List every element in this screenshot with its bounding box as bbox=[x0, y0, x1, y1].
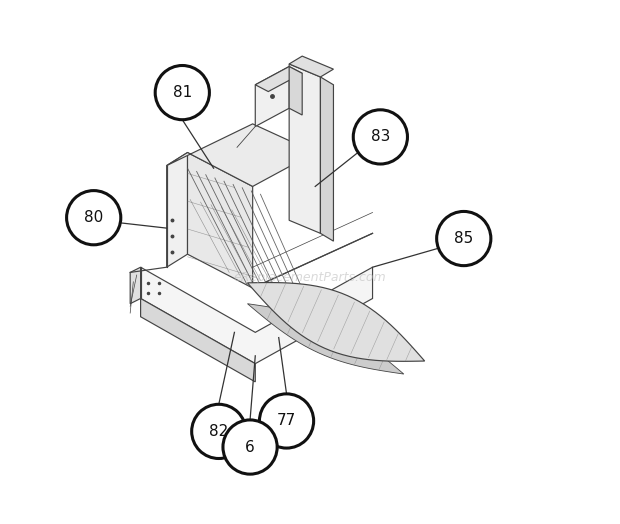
Text: 81: 81 bbox=[173, 85, 192, 100]
Polygon shape bbox=[289, 67, 302, 115]
Text: eReplacementParts.com: eReplacementParts.com bbox=[234, 271, 386, 284]
Polygon shape bbox=[321, 77, 334, 241]
Text: 77: 77 bbox=[277, 413, 296, 429]
Polygon shape bbox=[167, 124, 315, 187]
Circle shape bbox=[155, 66, 210, 119]
Polygon shape bbox=[130, 267, 141, 304]
Circle shape bbox=[223, 420, 277, 474]
Polygon shape bbox=[187, 152, 253, 288]
Text: 82: 82 bbox=[209, 424, 228, 439]
Polygon shape bbox=[167, 152, 187, 267]
Polygon shape bbox=[289, 64, 321, 233]
Circle shape bbox=[436, 212, 491, 266]
Polygon shape bbox=[247, 282, 425, 362]
Text: 83: 83 bbox=[371, 129, 390, 145]
Circle shape bbox=[259, 394, 314, 448]
Polygon shape bbox=[255, 67, 302, 92]
Polygon shape bbox=[141, 299, 255, 382]
Text: 80: 80 bbox=[84, 210, 104, 225]
Text: 85: 85 bbox=[454, 231, 474, 246]
Polygon shape bbox=[247, 304, 404, 374]
Circle shape bbox=[192, 405, 246, 458]
Text: 6: 6 bbox=[245, 440, 255, 454]
Polygon shape bbox=[255, 67, 289, 126]
Circle shape bbox=[66, 191, 121, 245]
Polygon shape bbox=[289, 56, 334, 77]
Circle shape bbox=[353, 110, 407, 164]
Polygon shape bbox=[141, 267, 373, 364]
